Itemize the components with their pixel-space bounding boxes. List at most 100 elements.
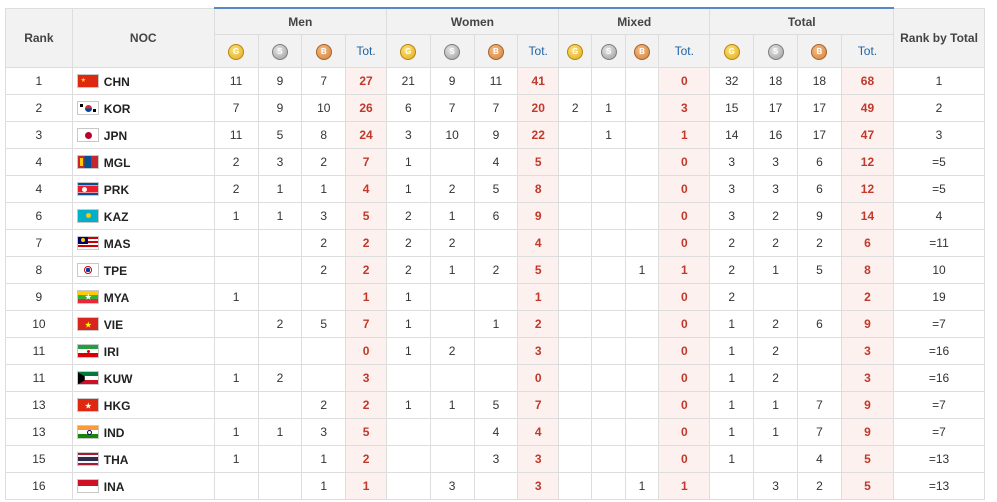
men-bronze-cell: 2 <box>301 256 347 284</box>
rank-by-total-header[interactable]: Rank by Total <box>893 7 985 68</box>
country-code[interactable]: KAZ <box>103 209 129 224</box>
country-code[interactable]: VIE <box>103 317 124 332</box>
total-header: Total <box>709 7 895 35</box>
country-code[interactable]: KUW <box>103 371 133 386</box>
country-code[interactable]: TPE <box>103 263 128 278</box>
noc-cell[interactable]: KOR <box>71 94 215 122</box>
mixed-silver-cell <box>591 364 626 392</box>
silver-medal-icon: S <box>600 43 617 60</box>
table-row[interactable]: 2 KOR 7 9 10 26 6 7 7 20 2 1 3 15 17 17 49 2 <box>5 94 985 122</box>
mixed-gold-header[interactable]: G <box>558 34 593 68</box>
country-code[interactable]: IND <box>103 425 125 440</box>
women-silver-header[interactable]: S <box>429 34 475 68</box>
total-tot-header[interactable]: Tot. <box>840 34 895 68</box>
men-gold-header[interactable]: G <box>213 34 259 68</box>
noc-cell[interactable]: MYA <box>71 283 215 311</box>
noc-cell[interactable]: MAS <box>71 229 215 257</box>
mixed-bronze-header[interactable]: B <box>624 34 660 68</box>
women-bronze-header[interactable]: B <box>473 34 519 68</box>
mixed-silver-header[interactable]: S <box>591 34 626 68</box>
noc-cell[interactable]: IRI <box>71 337 215 365</box>
table-row[interactable]: 3 JPN 11 5 8 24 3 10 9 22 1 1 14 16 17 47 3 <box>5 121 985 149</box>
country-code[interactable]: KOR <box>103 101 131 116</box>
mixed-bronze-cell <box>624 310 660 338</box>
table-row[interactable]: 9 MYA 1 1 1 1 0 2 2 19 <box>5 283 985 311</box>
women-total-cell: 3 <box>517 445 560 473</box>
rank-by-total-cell: =5 <box>893 148 985 176</box>
total-bronze-header[interactable]: B <box>797 34 842 68</box>
south-korea-flag-icon <box>76 101 99 116</box>
noc-cell[interactable]: HKG <box>71 391 215 419</box>
total-silver-cell: 18 <box>753 67 799 95</box>
men-silver-header[interactable]: S <box>257 34 303 68</box>
men-silver-cell <box>257 337 303 365</box>
total-total-cell: 47 <box>840 121 895 149</box>
women-silver-cell: 1 <box>429 256 475 284</box>
chinese-taipei-flag-icon <box>76 263 99 278</box>
mixed-tot-header[interactable]: Tot. <box>658 34 711 68</box>
table-row[interactable]: 7 MAS 2 2 2 2 4 0 2 2 2 6 =11 <box>5 229 985 257</box>
noc-cell[interactable]: MGL <box>71 148 215 176</box>
mixed-total-cell: 0 <box>658 175 711 203</box>
country-code[interactable]: MGL <box>103 155 131 170</box>
country-code[interactable]: INA <box>103 479 125 494</box>
country-code[interactable]: CHN <box>103 74 130 89</box>
rank-by-total-cell: =5 <box>893 175 985 203</box>
table-row[interactable]: 13 HKG 2 2 1 1 5 7 0 1 1 7 9 =7 <box>5 391 985 419</box>
men-bronze-cell: 7 <box>301 67 347 95</box>
women-tot-header[interactable]: Tot. <box>517 34 560 68</box>
men-bronze-header[interactable]: B <box>301 34 347 68</box>
table-row[interactable]: 1 CHN 11 9 7 27 21 9 11 41 0 32 18 18 68 1 <box>5 67 985 95</box>
country-code[interactable]: MYA <box>103 290 130 305</box>
women-gold-header[interactable]: G <box>385 34 431 68</box>
mixed-total-cell: 0 <box>658 310 711 338</box>
table-row[interactable]: 15 THA 1 1 2 3 3 0 1 4 5 =13 <box>5 445 985 473</box>
table-row[interactable]: 16 INA 1 1 3 3 1 1 3 2 5 =13 <box>5 472 985 500</box>
country-code[interactable]: MAS <box>103 236 131 251</box>
country-code[interactable]: IRI <box>103 344 120 359</box>
table-row[interactable]: 11 KUW 1 2 3 0 0 1 2 3 =16 <box>5 364 985 392</box>
table-row[interactable]: 10 VIE 2 5 7 1 1 2 0 1 2 6 9 =7 <box>5 310 985 338</box>
total-silver-header[interactable]: S <box>753 34 799 68</box>
men-silver-cell <box>257 391 303 419</box>
mixed-bronze-cell <box>624 445 660 473</box>
country-code[interactable]: HKG <box>103 398 131 413</box>
mixed-silver-cell <box>591 175 626 203</box>
noc-cell[interactable]: CHN <box>71 67 215 95</box>
total-gold-header[interactable]: G <box>709 34 755 68</box>
table-row[interactable]: 4 MGL 2 3 2 7 1 4 5 0 3 3 6 12 =5 <box>5 148 985 176</box>
noc-cell[interactable]: INA <box>71 472 215 500</box>
mixed-bronze-cell <box>624 418 660 446</box>
women-silver-cell <box>429 364 475 392</box>
noc-cell[interactable]: PRK <box>71 175 215 203</box>
men-bronze-cell: 2 <box>301 391 347 419</box>
noc-cell[interactable]: JPN <box>71 121 215 149</box>
men-tot-header[interactable]: Tot. <box>345 34 387 68</box>
noc-cell[interactable]: IND <box>71 418 215 446</box>
country-code[interactable]: JPN <box>103 128 128 143</box>
noc-cell[interactable]: KUW <box>71 364 215 392</box>
total-silver-cell: 2 <box>753 310 799 338</box>
total-silver-cell: 3 <box>753 175 799 203</box>
mixed-bronze-cell: 1 <box>624 472 660 500</box>
noc-header[interactable]: NOC <box>71 7 215 68</box>
table-row[interactable]: 4 PRK 2 1 1 4 1 2 5 8 0 3 3 6 12 =5 <box>5 175 985 203</box>
women-silver-cell: 10 <box>429 121 475 149</box>
mixed-gold-cell <box>558 445 593 473</box>
noc-cell[interactable]: TPE <box>71 256 215 284</box>
table-row[interactable]: 11 IRI 0 1 2 3 0 1 2 3 =16 <box>5 337 985 365</box>
women-bronze-cell: 11 <box>473 67 519 95</box>
men-gold-cell <box>213 391 259 419</box>
table-row[interactable]: 8 TPE 2 2 2 1 2 5 1 1 2 1 5 8 10 <box>5 256 985 284</box>
men-bronze-cell <box>301 364 347 392</box>
noc-cell[interactable]: VIE <box>71 310 215 338</box>
country-code[interactable]: PRK <box>103 182 130 197</box>
table-row[interactable]: 6 KAZ 1 1 3 5 2 1 6 9 0 3 2 9 14 4 <box>5 202 985 230</box>
noc-cell[interactable]: KAZ <box>71 202 215 230</box>
country-code[interactable]: THA <box>103 452 129 467</box>
rank-cell: 11 <box>5 337 73 365</box>
table-row[interactable]: 13 IND 1 1 3 5 4 4 0 1 1 7 9 =7 <box>5 418 985 446</box>
rank-header[interactable]: Rank <box>5 7 73 68</box>
noc-cell[interactable]: THA <box>71 445 215 473</box>
mixed-silver-cell <box>591 337 626 365</box>
